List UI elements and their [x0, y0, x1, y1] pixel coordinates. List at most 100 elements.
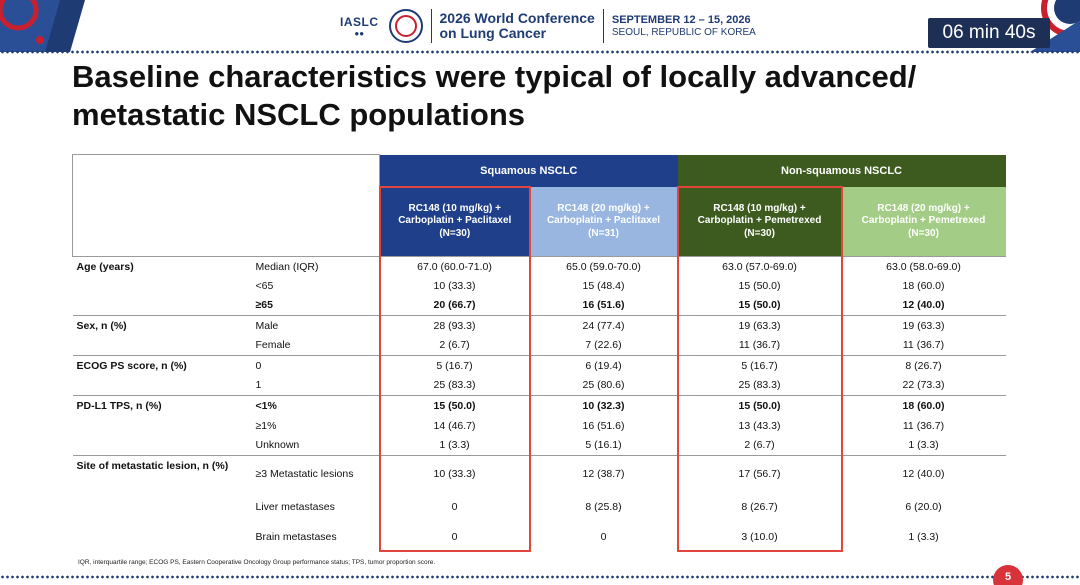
table-cell: 63.0 (57.0-69.0)	[677, 256, 842, 277]
row-category	[73, 492, 252, 522]
conference-title-line2: on Lung Cancer	[439, 25, 547, 41]
table-cell: 16 (51.6)	[582, 299, 625, 312]
row-category	[73, 522, 252, 553]
row-category: ECOG PS score, n (%)	[72, 355, 252, 376]
header-divider	[430, 9, 432, 43]
dotted-divider-bottom	[0, 575, 1080, 579]
table-cell: 20 (66.7)	[433, 299, 476, 312]
table-cell: 28 (93.3)	[379, 315, 530, 336]
row-sub-label: ≥65	[255, 299, 273, 312]
row-sub-label: Liver metastases	[255, 500, 335, 513]
table-row: ≥65 20 (66.7) 16 (51.6) 15 (50.0) 12 (40…	[73, 296, 1006, 316]
table-cell: 12 (38.7)	[529, 455, 678, 492]
row-sub-label: Female	[255, 339, 291, 352]
table-row: Age (years) Median (IQR) 67.0 (60.0-71.0…	[72, 256, 1006, 277]
conference-logo: IASLC ●● 2026 World Conference on Lung C…	[340, 6, 756, 46]
table-cell: 2 (6.7)	[439, 339, 470, 352]
table-row: Sex, n (%) Male 28 (93.3) 24 (77.4) 19 (…	[72, 315, 1006, 336]
table-row: Site of metastatic lesion, n (%) ≥3 Meta…	[72, 455, 1006, 492]
row-category	[73, 296, 252, 316]
table-cell: 15 (48.4)	[582, 280, 625, 292]
row-sub-label: <1%	[251, 395, 380, 416]
table-row: 1 25 (83.3) 25 (80.6) 25 (83.3) 22 (73.3…	[73, 376, 1006, 396]
table-cell: 11 (36.7)	[902, 339, 945, 352]
table-cell: 17 (56.7)	[677, 455, 842, 492]
decorative-corner-left	[0, 0, 85, 52]
dotted-divider-top	[0, 50, 1080, 54]
row-category	[73, 436, 252, 456]
table-cell: 1 (3.3)	[908, 439, 939, 452]
table-row: ECOG PS score, n (%) 0 5 (16.7) 6 (19.4)…	[72, 355, 1006, 376]
conference-title-line1: 2026 World Conference	[439, 10, 595, 26]
row-sub-label: Median (IQR)	[251, 256, 380, 277]
table-cell: 3 (10.0)	[741, 531, 778, 543]
arm-header: RC148 (20 mg/kg) + Carboplatin + Paclitax…	[529, 186, 678, 257]
conference-dates: SEPTEMBER 12 – 15, 2026	[611, 13, 751, 26]
table-cell: 8 (26.7)	[841, 355, 1006, 376]
table-cell: 8 (25.8)	[585, 500, 622, 513]
table-cell: 15 (50.0)	[677, 395, 842, 416]
slide-title-line1: Baseline characteristics were typical of…	[72, 59, 917, 94]
page-number: 5	[993, 565, 1023, 585]
row-category: Age (years)	[72, 256, 252, 277]
table-cell: 18 (60.0)	[902, 280, 945, 292]
table-cell: 0	[600, 531, 607, 543]
table-cell: 19 (63.3)	[841, 315, 1006, 336]
row-category: PD-L1 TPS, n (%)	[72, 395, 252, 416]
table-cell: 7 (22.6)	[585, 339, 622, 352]
table-cell: 10 (33.3)	[379, 455, 530, 492]
table-row: ≥1% 14 (46.7) 16 (51.6) 13 (43.3) 11 (36…	[73, 416, 1006, 436]
table-cell: 13 (43.3)	[738, 419, 781, 432]
table-cell: 11 (36.7)	[738, 339, 781, 352]
row-category	[73, 416, 252, 436]
conference-location: SEOUL, REPUBLIC OF KOREA	[611, 26, 756, 38]
table-cell: 1 (3.3)	[439, 439, 470, 452]
footnote: IQR, interquartile range; ECOG PS, Easte…	[78, 559, 436, 566]
group-header-non-squamous: Non-squamous NSCLC	[677, 154, 1006, 187]
conference-header: IASLC ●● 2026 World Conference on Lung C…	[0, 0, 1080, 52]
table-cell: 11 (36.7)	[902, 419, 945, 432]
table-cell: 15 (50.0)	[738, 299, 781, 312]
table-cell: 14 (46.7)	[433, 419, 476, 432]
row-category	[73, 376, 252, 396]
table-row: Liver metastases 0 8 (25.8) 8 (26.7) 6 (…	[73, 492, 1006, 522]
group-header-squamous: Squamous NSCLC	[379, 154, 678, 187]
table-cell: 63.0 (58.0-69.0)	[841, 256, 1006, 277]
table-cell: 10 (33.3)	[433, 280, 476, 292]
table-cell: 6 (20.0)	[905, 500, 942, 513]
row-category	[73, 277, 252, 296]
presentation-timer: 06 min 40s	[928, 18, 1050, 48]
table-cell: 6 (19.4)	[529, 355, 678, 376]
baseline-characteristics-table: Squamous NSCLC Non-squamous NSCLC RC148 …	[72, 154, 1006, 553]
arm-header: RC148 (10 mg/kg) + Carboplatin + Pemetrex…	[677, 186, 842, 257]
table-cell: 19 (63.3)	[677, 315, 842, 336]
table-cell: 12 (40.0)	[841, 455, 1006, 492]
slide-title-line2: metastatic NSCLC populations	[72, 97, 525, 132]
row-sub-label: Male	[251, 315, 380, 336]
table-row: Brain metastases 0 0 3 (10.0) 1 (3.3)	[73, 522, 1006, 553]
table-cell: 2 (6.7)	[744, 439, 775, 452]
row-sub-label: ≥1%	[255, 419, 277, 432]
table-cell: 15 (50.0)	[738, 280, 781, 292]
conference-seal-icon	[388, 9, 423, 43]
table-cell: 5 (16.7)	[677, 355, 842, 376]
table-cell: 25 (83.3)	[738, 379, 781, 392]
table-cell: 5 (16.7)	[379, 355, 530, 376]
table-cell: 67.0 (60.0-71.0)	[379, 256, 530, 277]
lung-icon: ●●	[354, 28, 365, 38]
table-cell: 25 (83.3)	[433, 379, 476, 392]
table-cell: 15 (50.0)	[379, 395, 530, 416]
row-category: Site of metastatic lesion, n (%)	[72, 455, 252, 492]
row-category	[73, 336, 252, 356]
table-cell: 24 (77.4)	[529, 315, 678, 336]
table-cell: 16 (51.6)	[582, 419, 625, 432]
table-cell: 12 (40.0)	[902, 299, 945, 312]
table-cell: 8 (26.7)	[741, 500, 778, 513]
table-cell: 18 (60.0)	[841, 395, 1006, 416]
org-name: IASLC	[340, 14, 379, 29]
row-category: Sex, n (%)	[72, 315, 252, 336]
row-sub-label: Brain metastases	[255, 531, 337, 543]
table-cell: 22 (73.3)	[902, 379, 945, 392]
arm-header-row: RC148 (10 mg/kg) + Carboplatin + Paclitax…	[73, 186, 1006, 257]
row-sub-label: Unknown	[255, 439, 300, 452]
